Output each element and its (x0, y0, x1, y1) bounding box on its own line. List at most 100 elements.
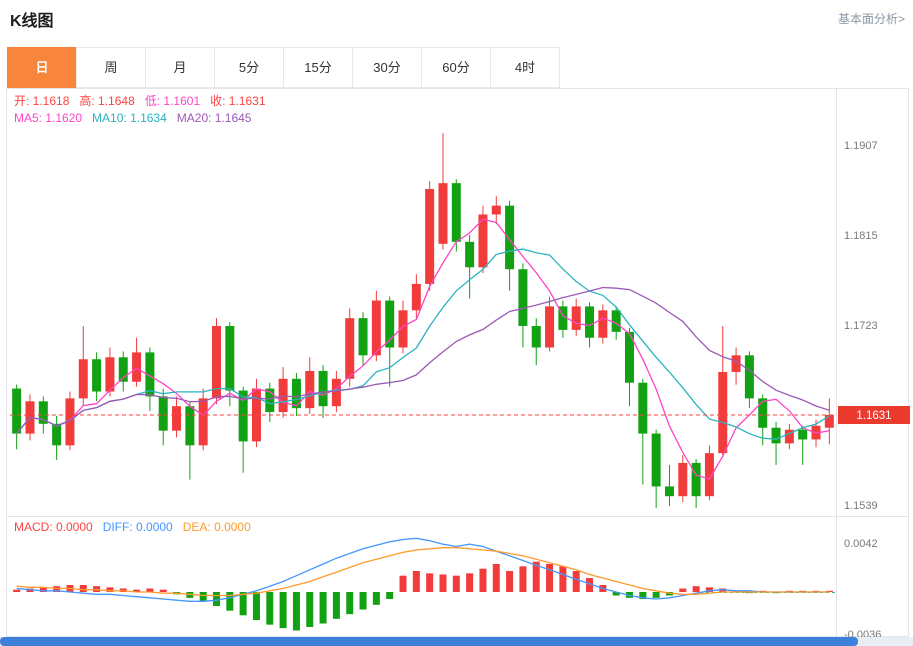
candle-body (92, 359, 102, 392)
chart-scrollbar-track[interactable] (0, 637, 913, 646)
legend-开: 开: 1.1618 (14, 94, 70, 108)
tab-week[interactable]: 周 (76, 47, 146, 88)
candle-body (451, 183, 461, 242)
candle-body (305, 370, 315, 409)
macd-bar (412, 571, 420, 592)
macd-bar (652, 592, 660, 598)
tab-30min[interactable]: 30分 (352, 47, 422, 88)
macd-bar (252, 592, 260, 620)
candle-body (65, 398, 75, 446)
interval-tabs: 日 周 月 5分 15分 30分 60分 4时 (7, 47, 560, 88)
macd-bar (532, 561, 540, 592)
candle-body (438, 183, 448, 244)
tab-15min[interactable]: 15分 (283, 47, 353, 88)
macd-bar (359, 592, 367, 610)
candle-body (238, 390, 248, 442)
macd-bar (266, 592, 274, 625)
candle-body (52, 423, 62, 446)
tab-5min[interactable]: 5分 (214, 47, 284, 88)
ma20-line (16, 286, 830, 435)
tab-day[interactable]: 日 (7, 47, 77, 88)
price-axis-label: 1.1815 (844, 230, 878, 242)
legend-高: 高: 1.1648 (79, 94, 135, 108)
legend-收: 收: 1.1631 (210, 94, 266, 108)
macd-bar (79, 585, 87, 592)
legend-MA5: MA5: 1.1620 (14, 111, 83, 125)
macd-bar (546, 564, 554, 592)
macd-bar (426, 573, 434, 592)
legend-MACD: MACD: 0.0000 (14, 520, 93, 534)
candle-body (571, 306, 581, 330)
price-axis-label: 1.1539 (844, 500, 878, 512)
macd-bar (386, 592, 394, 599)
macd-bar (133, 589, 141, 592)
ma10-line (16, 248, 830, 440)
macd-bar (332, 592, 340, 619)
macd-bar (306, 592, 314, 627)
macd-bar (226, 592, 234, 611)
legend-DEA: DEA: 0.0000 (182, 520, 251, 534)
macd-bar (279, 592, 287, 629)
macd-bar (705, 587, 713, 592)
candle-body (225, 325, 235, 391)
candle-body (118, 357, 128, 382)
tab-month[interactable]: 月 (145, 47, 215, 88)
macd-bar (586, 578, 594, 592)
macd-bar (399, 575, 407, 592)
candle-body (425, 189, 435, 284)
candle-body (625, 331, 634, 383)
macd-bar (492, 564, 500, 592)
macd-bar (372, 592, 380, 605)
candle-body (758, 398, 768, 428)
candle-body (318, 370, 328, 407)
chart-frame (6, 88, 909, 637)
tab-4hour[interactable]: 4时 (490, 47, 560, 88)
fundamental-analysis-link[interactable]: 基本面分析> (837, 12, 905, 26)
candle-body (598, 310, 608, 338)
macd-bar (292, 592, 300, 631)
candle-body (371, 300, 381, 356)
candle-body (585, 306, 595, 338)
macd-bar (452, 575, 460, 592)
candle-body (331, 378, 341, 407)
candle-body (531, 325, 541, 348)
current-price-tag (838, 406, 910, 424)
candle-body (611, 310, 621, 332)
candle-body (345, 318, 355, 379)
legend-低: 低: 1.1601 (144, 94, 201, 108)
tab-60min[interactable]: 60分 (421, 47, 491, 88)
macd-bar (519, 566, 527, 592)
macd-legend: MACD: 0.0000 DIFF: 0.0000 DEA: 0.0000 (14, 520, 261, 534)
candle-body (558, 306, 568, 330)
candle-body (278, 378, 288, 413)
macd-bar (159, 589, 167, 592)
candle-body (704, 453, 714, 497)
candle-body (798, 429, 808, 440)
candle-body (78, 359, 88, 399)
candle-body (172, 406, 182, 431)
macd-bar (479, 568, 487, 592)
price-axis-label: 1.1907 (844, 140, 878, 152)
macd-bar (239, 592, 247, 616)
candle-body (491, 205, 501, 215)
macd-bar (13, 589, 21, 592)
macd-bar (559, 566, 567, 592)
page-title: K线图 (10, 13, 54, 30)
chart-scrollbar-thumb[interactable] (0, 637, 858, 646)
candle-body (771, 427, 781, 444)
macd-bar (572, 571, 580, 592)
candle-body (651, 433, 661, 487)
candle-body (145, 352, 155, 397)
candle-body (638, 382, 648, 434)
candle-body (12, 388, 22, 434)
candle-body (38, 401, 48, 424)
candle-body (784, 429, 794, 444)
candle-body (291, 378, 301, 409)
candle-body (398, 310, 408, 348)
current-price-tag-label: 1.1631 (856, 410, 891, 422)
ma5-line (16, 218, 830, 480)
candle-body (158, 396, 168, 431)
candle-body (265, 388, 275, 413)
candle-body (411, 283, 421, 311)
